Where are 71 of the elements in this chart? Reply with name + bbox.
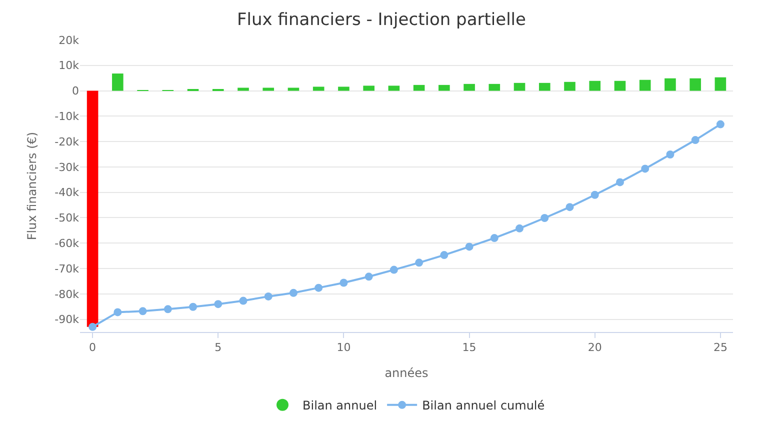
point [590, 190, 599, 199]
x-tick-label: 20 [588, 341, 602, 354]
point [390, 266, 398, 274]
point [641, 164, 650, 173]
point [264, 292, 272, 300]
bar [338, 86, 350, 91]
point [164, 305, 172, 314]
point [364, 272, 373, 281]
y-axis-title: Flux financiers (€) [24, 132, 39, 240]
x-tick-label: 15 [462, 341, 476, 354]
point [516, 224, 524, 232]
legend-label: Bilan annuel cumulé [422, 398, 545, 413]
bar [388, 86, 400, 91]
x-axis-title: années [384, 366, 428, 380]
bar [664, 78, 676, 91]
point [289, 288, 298, 297]
bar [639, 80, 651, 91]
y-tick-label: 0 [72, 84, 79, 98]
point [189, 302, 198, 311]
chart-title: Flux financiers - Injection partielle [237, 10, 526, 30]
y-tick-label: -60k [54, 236, 80, 250]
point [540, 214, 549, 222]
point [138, 307, 147, 316]
bar [714, 77, 726, 91]
bar [488, 84, 500, 91]
y-tick-label: -80k [54, 288, 80, 301]
bar [288, 88, 300, 91]
bar [464, 84, 475, 91]
point [465, 242, 474, 251]
bar [262, 88, 274, 91]
point [340, 278, 348, 287]
point [114, 308, 122, 316]
point [239, 296, 248, 305]
bar [564, 82, 576, 91]
bar [112, 74, 124, 91]
point [88, 322, 97, 331]
bar [86, 90, 98, 327]
y-tick-label: -20k [54, 135, 80, 148]
point [415, 258, 424, 267]
y-tick-label: -70k [54, 262, 80, 276]
y-tick-label: 20k [58, 34, 80, 47]
point [490, 234, 498, 242]
x-tick-label: 10 [336, 341, 351, 354]
bar [514, 82, 526, 91]
y-tick-label: -40k [54, 186, 80, 200]
bar [312, 86, 324, 91]
bar [538, 82, 550, 91]
y-tick-label: -90k [54, 313, 80, 326]
bar [438, 84, 450, 91]
point [440, 251, 448, 260]
y-tick-label: -30k [54, 160, 80, 174]
bar [238, 88, 249, 91]
point [214, 300, 222, 308]
point [666, 150, 674, 159]
point [716, 120, 724, 128]
bar [614, 80, 626, 91]
y-tick-label: 10k [58, 59, 80, 72]
bar [589, 80, 601, 91]
point [566, 203, 574, 212]
y-tick-label: -10k [54, 110, 80, 124]
point [314, 284, 323, 292]
bar [413, 84, 425, 91]
bar [690, 78, 701, 91]
legend-label: Bilan annuel [302, 398, 378, 413]
point [616, 178, 624, 186]
x-tick-label: 25 [713, 341, 728, 354]
y-tick-label: -50k [54, 212, 80, 225]
x-tick-label: 0 [89, 341, 96, 354]
point [691, 136, 700, 144]
x-tick-label: 5 [214, 341, 222, 354]
bar [363, 86, 374, 91]
